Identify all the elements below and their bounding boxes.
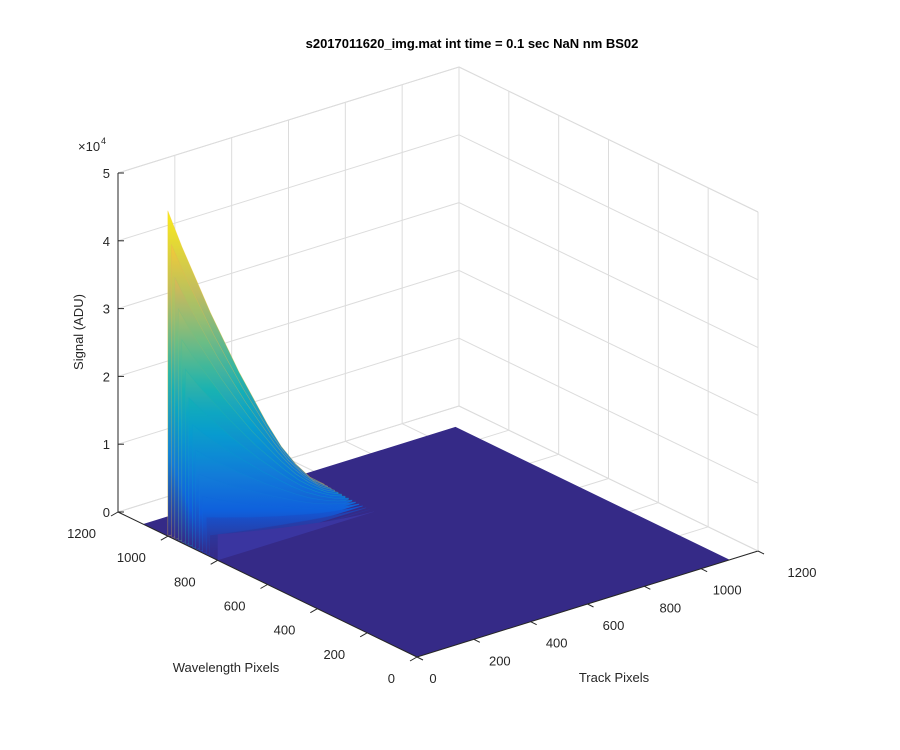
z-tick-label: 4 bbox=[103, 234, 110, 249]
y-tick-label: 600 bbox=[224, 599, 246, 614]
wall-gridline bbox=[458, 405, 759, 552]
z-exponent-base: ×10 bbox=[78, 139, 100, 154]
wall-gridline bbox=[458, 134, 759, 281]
y-tick-mark bbox=[210, 559, 218, 565]
y-tick-label: 1200 bbox=[67, 526, 96, 541]
x-tick-mark bbox=[530, 621, 537, 626]
axis-edge bbox=[117, 66, 460, 174]
y-tick-label: 0 bbox=[388, 671, 395, 686]
chart-title: s2017011620_img.mat int time = 0.1 sec N… bbox=[306, 36, 639, 51]
z-tick-label: 0 bbox=[103, 505, 110, 520]
y-tick-mark bbox=[409, 656, 418, 662]
x-tick-mark bbox=[587, 603, 594, 608]
z-tick-label: 5 bbox=[103, 166, 110, 181]
y-tick-mark bbox=[359, 632, 368, 638]
tick-labels: 0200400600800100012000200400600800100012… bbox=[67, 166, 816, 686]
z-exponent-power: 4 bbox=[101, 136, 106, 146]
y-tick-mark bbox=[310, 608, 318, 614]
x-tick-mark bbox=[473, 638, 481, 643]
wall-gridline bbox=[458, 269, 759, 416]
y-axis-label: Wavelength Pixels bbox=[173, 660, 280, 675]
z-axis-label: Signal (ADU) bbox=[71, 294, 86, 370]
x-tick-mark bbox=[700, 568, 708, 573]
x-tick-label: 1200 bbox=[788, 565, 817, 580]
axes-frame bbox=[110, 66, 765, 662]
x-tick-mark bbox=[416, 656, 424, 661]
x-tick-label: 400 bbox=[546, 636, 568, 651]
y-tick-label: 400 bbox=[274, 623, 296, 638]
x-tick-mark bbox=[644, 585, 651, 590]
x-tick-label: 1000 bbox=[713, 583, 742, 598]
x-axis-label: Track Pixels bbox=[579, 670, 650, 685]
y-tick-mark bbox=[160, 535, 169, 541]
axis-edge bbox=[458, 66, 759, 213]
z-tick-label: 2 bbox=[103, 369, 110, 384]
surface-ridge-foot bbox=[217, 511, 374, 561]
y-tick-label: 1000 bbox=[117, 550, 146, 565]
y-tick-label: 800 bbox=[174, 574, 196, 589]
x-tick-mark bbox=[757, 550, 765, 555]
x-tick-label: 0 bbox=[429, 671, 436, 686]
y-tick-mark bbox=[260, 584, 268, 589]
surface-plot bbox=[142, 210, 730, 657]
wall-gridline bbox=[458, 337, 759, 484]
z-tick-label: 3 bbox=[103, 302, 110, 317]
z-exponent: ×10 4 bbox=[78, 136, 106, 154]
x-tick-label: 800 bbox=[659, 600, 681, 615]
z-tick-label: 1 bbox=[103, 437, 110, 452]
wall-gridline bbox=[458, 202, 759, 349]
y-tick-mark bbox=[110, 511, 119, 517]
y-tick-label: 200 bbox=[323, 647, 345, 662]
wall-gridline bbox=[117, 134, 460, 242]
x-tick-label: 200 bbox=[489, 653, 511, 668]
x-tick-label: 600 bbox=[603, 618, 625, 633]
